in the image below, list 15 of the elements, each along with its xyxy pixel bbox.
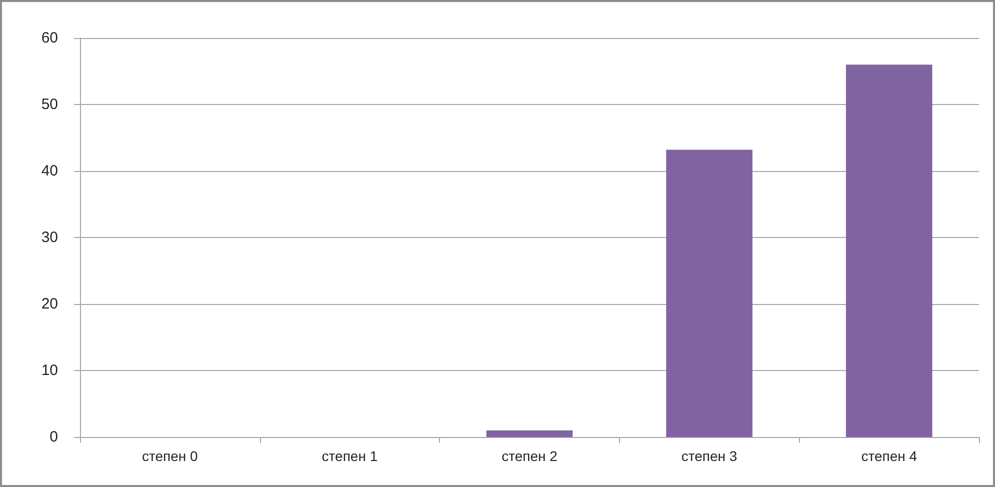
bar bbox=[666, 150, 752, 437]
x-tick-label: степен 1 bbox=[322, 448, 378, 464]
bar bbox=[486, 430, 573, 437]
y-tick-label: 60 bbox=[41, 30, 58, 46]
x-tick-label: степен 3 bbox=[681, 448, 738, 464]
y-tick-label: 40 bbox=[41, 162, 58, 180]
y-tick-label: 50 bbox=[41, 96, 58, 113]
x-tick-label: степен 2 bbox=[502, 448, 558, 464]
x-tick-label: степен 0 bbox=[142, 448, 198, 464]
y-tick-label: 0 bbox=[50, 428, 58, 446]
y-tick-label: 10 bbox=[41, 362, 58, 379]
y-tick-label: 20 bbox=[41, 296, 58, 312]
bar bbox=[846, 64, 932, 437]
y-tick-label: 30 bbox=[41, 229, 58, 246]
x-tick-label: степен 4 bbox=[861, 448, 918, 464]
